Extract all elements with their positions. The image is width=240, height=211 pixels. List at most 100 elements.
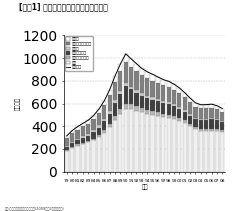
Bar	[204, 119, 208, 120]
Bar	[140, 69, 144, 75]
Bar	[129, 87, 133, 89]
Bar	[113, 103, 117, 116]
Bar	[102, 101, 106, 105]
Bar	[86, 136, 90, 141]
Bar	[129, 59, 133, 66]
Bar	[172, 84, 176, 89]
Bar	[193, 118, 198, 119]
Bar	[134, 93, 138, 106]
Bar	[172, 119, 176, 172]
Bar	[199, 128, 203, 131]
Bar	[113, 82, 117, 100]
Bar	[145, 78, 149, 96]
Bar	[108, 95, 112, 111]
Bar	[102, 105, 106, 119]
Bar	[124, 54, 128, 62]
Bar	[86, 142, 90, 172]
Bar	[124, 109, 128, 172]
Bar	[129, 109, 133, 172]
Bar	[124, 104, 128, 109]
Bar	[91, 139, 96, 140]
Bar	[75, 144, 79, 146]
Bar	[150, 74, 155, 81]
Bar	[161, 101, 165, 103]
Bar	[134, 90, 138, 93]
Bar	[172, 104, 176, 106]
Bar	[140, 96, 144, 108]
Bar	[199, 108, 203, 119]
Bar	[145, 72, 149, 78]
Bar	[97, 113, 101, 126]
Bar	[156, 83, 160, 99]
Bar	[65, 147, 69, 150]
Bar	[70, 143, 74, 147]
Bar	[210, 108, 214, 118]
Bar	[108, 90, 112, 95]
Text: 資料:日本銀行「資金循環統計」(2009年第2四半期速報): 資料:日本銀行「資金循環統計」(2009年第2四半期速報)	[5, 206, 65, 210]
Bar	[215, 109, 219, 119]
Bar	[140, 93, 144, 96]
Bar	[220, 112, 224, 121]
Bar	[129, 66, 133, 87]
Bar	[91, 116, 96, 119]
Bar	[204, 108, 208, 119]
Bar	[140, 108, 144, 112]
Bar	[97, 137, 101, 172]
Bar	[177, 120, 181, 172]
Bar	[129, 89, 133, 104]
Bar	[70, 142, 74, 143]
Bar	[183, 112, 187, 120]
Bar	[188, 98, 192, 102]
Bar	[102, 133, 106, 172]
Bar	[188, 102, 192, 114]
Bar	[215, 120, 219, 129]
Bar	[220, 130, 224, 132]
Bar	[220, 132, 224, 172]
Bar	[199, 120, 203, 128]
Bar	[118, 71, 122, 91]
Bar	[167, 87, 171, 102]
Bar	[70, 131, 74, 133]
Bar	[150, 100, 155, 111]
Bar	[70, 147, 74, 148]
Bar	[150, 115, 155, 172]
Bar	[118, 110, 122, 114]
Bar	[177, 109, 181, 118]
Bar	[86, 123, 90, 134]
Bar	[86, 134, 90, 136]
Bar	[220, 121, 224, 122]
Bar	[86, 141, 90, 142]
Bar	[118, 64, 122, 71]
Bar	[81, 126, 85, 136]
Bar	[97, 135, 101, 137]
Bar	[167, 81, 171, 87]
Bar	[193, 107, 198, 118]
Bar	[150, 111, 155, 115]
Bar	[183, 93, 187, 97]
Bar	[177, 118, 181, 120]
Bar	[145, 96, 149, 98]
Bar	[134, 64, 138, 71]
Bar	[193, 127, 198, 129]
Text: [図表1] 民間非金融法人の金融負債残高: [図表1] 民間非金融法人の金融負債残高	[19, 2, 108, 11]
Bar	[199, 131, 203, 172]
Bar	[129, 104, 133, 109]
Bar	[156, 116, 160, 172]
Bar	[167, 104, 171, 115]
Bar	[75, 127, 79, 130]
Bar	[70, 133, 74, 142]
Bar	[156, 99, 160, 101]
Bar	[204, 120, 208, 129]
Bar	[118, 91, 122, 94]
Bar	[124, 86, 128, 104]
Bar	[81, 138, 85, 142]
Bar	[118, 94, 122, 110]
Bar	[215, 106, 219, 109]
Bar	[65, 138, 69, 146]
Bar	[204, 105, 208, 108]
Bar	[161, 103, 165, 114]
Legend: その他, 企業間・買易信用, 預け金, 株式・出資金, 株式以外の証券, 借入, 負債合計: その他, 企業間・買易信用, 預け金, 株式・出資金, 株式以外の証券, 借入,…	[65, 36, 93, 71]
Bar	[65, 150, 69, 151]
Bar	[113, 120, 117, 172]
Y-axis label: （兆円）: （兆円）	[15, 97, 21, 110]
